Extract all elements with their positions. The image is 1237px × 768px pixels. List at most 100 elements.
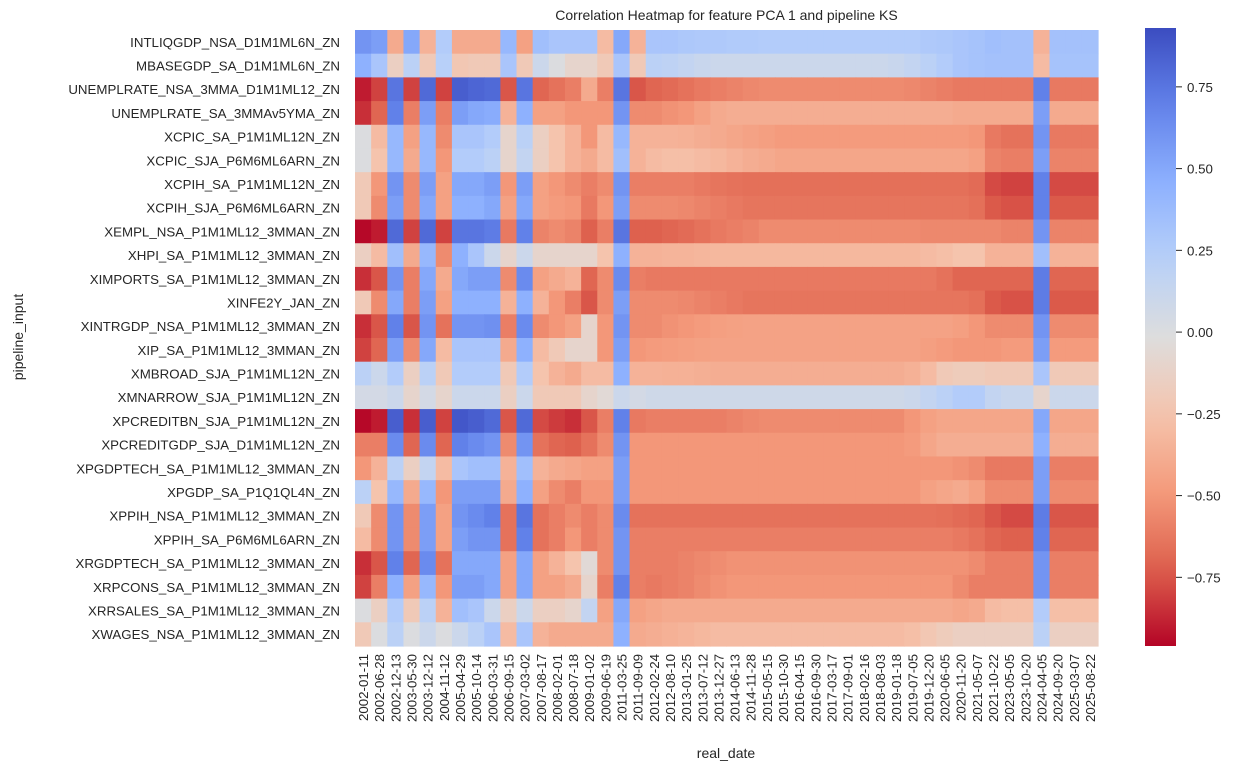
heatmap-cell	[726, 77, 744, 102]
heatmap-cell	[387, 456, 405, 481]
heatmap-cell	[564, 30, 582, 55]
heatmap-cell	[435, 480, 453, 505]
heatmap-cell	[468, 30, 485, 55]
heatmap-cell	[532, 551, 550, 576]
heatmap-cell	[742, 598, 760, 623]
heatmap-cell	[888, 53, 905, 78]
heatmap-cell	[936, 30, 954, 55]
heatmap-cell	[855, 219, 873, 244]
heatmap-cell	[710, 622, 728, 647]
heatmap-cell	[451, 124, 469, 150]
heatmap-cell	[661, 622, 679, 647]
heatmap-cell	[532, 266, 550, 292]
heatmap-cell	[435, 598, 453, 623]
heatmap-cell	[435, 574, 453, 600]
heatmap-cell	[645, 385, 663, 410]
heatmap-cell	[678, 77, 695, 102]
heatmap-cell	[661, 574, 679, 600]
heatmap-cell	[1033, 314, 1051, 339]
heatmap-cell	[451, 527, 469, 552]
y-tick-label: XRRSALES_SA_P1M1ML12_3MMAN_ZN	[88, 603, 340, 618]
heatmap-cell	[694, 172, 711, 197]
heatmap-cell	[936, 338, 954, 363]
heatmap-cell	[548, 243, 566, 268]
heatmap-cell	[920, 219, 938, 244]
heatmap-cell	[371, 361, 388, 386]
heatmap-cell	[403, 219, 421, 244]
heatmap-cell	[645, 432, 663, 458]
heatmap-cell	[355, 30, 372, 55]
heatmap-cell	[629, 314, 647, 339]
heatmap-cell	[694, 361, 711, 386]
heatmap-cell	[451, 314, 469, 339]
heatmap-cell	[355, 219, 372, 244]
x-tick-labels: 2002-01-11 2002-06-28 2002-12-13 2003-05-30…	[356, 654, 1098, 722]
heatmap-cell	[645, 314, 663, 339]
heatmap-cell	[1065, 53, 1083, 78]
heatmap-cell	[984, 432, 1002, 458]
heatmap-cell	[791, 30, 808, 55]
heatmap-cell	[1017, 243, 1034, 268]
heatmap-cell	[984, 598, 1002, 623]
heatmap-cell	[645, 622, 663, 647]
heatmap-cell	[984, 172, 1002, 197]
heatmap-cell	[355, 432, 372, 458]
heatmap-cell	[581, 409, 598, 434]
heatmap-cell	[726, 290, 744, 315]
heatmap-cell	[661, 77, 679, 102]
heatmap-cell	[581, 551, 598, 576]
heatmap-cell	[548, 172, 566, 197]
heatmap-cell	[532, 385, 550, 410]
heatmap-cell	[968, 409, 986, 434]
heatmap-cell	[823, 338, 841, 363]
heatmap-cell	[355, 456, 372, 481]
heatmap-cell	[839, 195, 857, 221]
heatmap-cell	[807, 574, 825, 600]
heatmap-cell	[726, 101, 744, 126]
heatmap-cell	[968, 243, 986, 268]
heatmap-cell	[355, 503, 372, 529]
heatmap-cell	[613, 77, 631, 102]
heatmap-cell	[597, 148, 615, 173]
y-tick-label: XCPIH_SJA_P6M6ML6ARN_ZN	[146, 201, 340, 216]
heatmap-cell	[678, 456, 695, 481]
heatmap-cell	[597, 456, 615, 481]
heatmap-cell	[597, 290, 615, 315]
heatmap-cell	[710, 480, 728, 505]
heatmap-cell	[468, 53, 485, 78]
heatmap-cell	[564, 480, 582, 505]
x-tick-label: 2006-03-31	[485, 654, 500, 722]
heatmap-cell	[1001, 101, 1018, 126]
heatmap-cell	[1049, 409, 1067, 434]
heatmap-cell	[904, 101, 921, 126]
heatmap-cell	[694, 77, 711, 102]
heatmap-cell	[387, 338, 405, 363]
heatmap-cell	[581, 266, 598, 292]
heatmap-cell	[710, 456, 728, 481]
heatmap-cell	[532, 124, 550, 150]
heatmap-cell	[871, 527, 889, 552]
heatmap-cell	[597, 622, 615, 647]
heatmap-cell	[742, 314, 760, 339]
heatmap-cell	[936, 53, 954, 78]
heatmap-cell	[871, 456, 889, 481]
heatmap-cell	[516, 622, 534, 647]
heatmap-cell	[855, 503, 873, 529]
heatmap-cell	[823, 456, 841, 481]
heatmap-cell	[548, 432, 566, 458]
heatmap-cell	[516, 124, 534, 150]
heatmap-cell	[1065, 409, 1083, 434]
heatmap-cell	[1065, 385, 1083, 410]
heatmap-cell	[984, 266, 1002, 292]
heatmap-cell	[823, 622, 841, 647]
heatmap-cell	[936, 361, 954, 386]
heatmap-cell	[532, 409, 550, 434]
colorbar-tick-label: −0.25	[1187, 407, 1221, 422]
heatmap-cell	[661, 172, 679, 197]
chart-title: Correlation Heatmap for feature PCA 1 an…	[555, 7, 898, 23]
heatmap-cell	[742, 338, 760, 363]
heatmap-cell	[645, 503, 663, 529]
heatmap-cell	[1001, 432, 1018, 458]
heatmap-cell	[694, 338, 711, 363]
heatmap-cell	[613, 124, 631, 150]
